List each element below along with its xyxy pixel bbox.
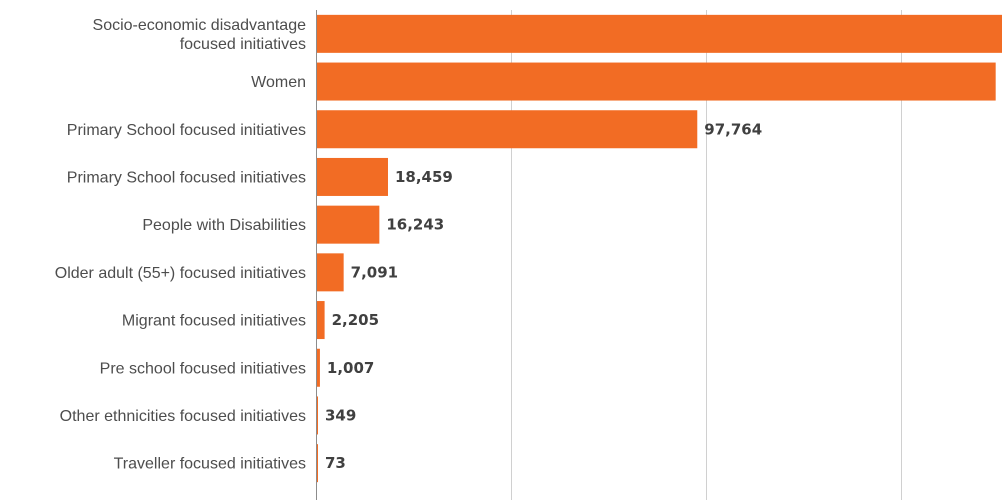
category-label-6: Older adult (55+) focused initiatives: [55, 265, 306, 282]
bar-7: [316, 301, 325, 340]
bar-3: [316, 110, 698, 149]
category-label-9: Other ethnicities focused initiatives: [60, 408, 306, 425]
bar-1: [316, 14, 1002, 53]
category-label-1-line-2: focused initiatives: [180, 36, 306, 53]
category-label-2: Women: [251, 74, 306, 91]
category-label-10: Traveller focused initiatives: [114, 456, 306, 473]
value-label-9: 349: [325, 406, 356, 424]
category-label-5: People with Disabilities: [142, 217, 306, 234]
bar-5: [316, 205, 380, 244]
bar-6: [316, 253, 344, 292]
category-label-7: Migrant focused initiatives: [122, 313, 306, 330]
value-label-10: 73: [325, 454, 346, 472]
category-label-1-line-1: Socio-economic disadvantage: [93, 17, 307, 34]
value-label-3: 97,764: [704, 120, 762, 138]
value-label-6: 7,091: [351, 263, 398, 281]
value-labels: 183,399174,27797,76418,45916,2437,0912,2…: [325, 120, 762, 472]
category-label-8: Pre school focused initiatives: [100, 360, 306, 377]
category-labels: Socio-economic disadvantage focused initi…: [55, 17, 306, 473]
category-label-3: Primary School focused initiatives: [67, 122, 306, 139]
bar-2: [316, 62, 996, 101]
value-label-7: 2,205: [332, 311, 379, 329]
value-label-5: 16,243: [386, 216, 444, 234]
bar-4: [316, 157, 388, 196]
category-label-4: Primary School focused initiatives: [67, 169, 306, 186]
bars: [316, 14, 1002, 483]
bar-8: [316, 348, 320, 387]
value-label-4: 18,459: [395, 168, 453, 186]
value-label-8: 1,007: [327, 359, 374, 377]
